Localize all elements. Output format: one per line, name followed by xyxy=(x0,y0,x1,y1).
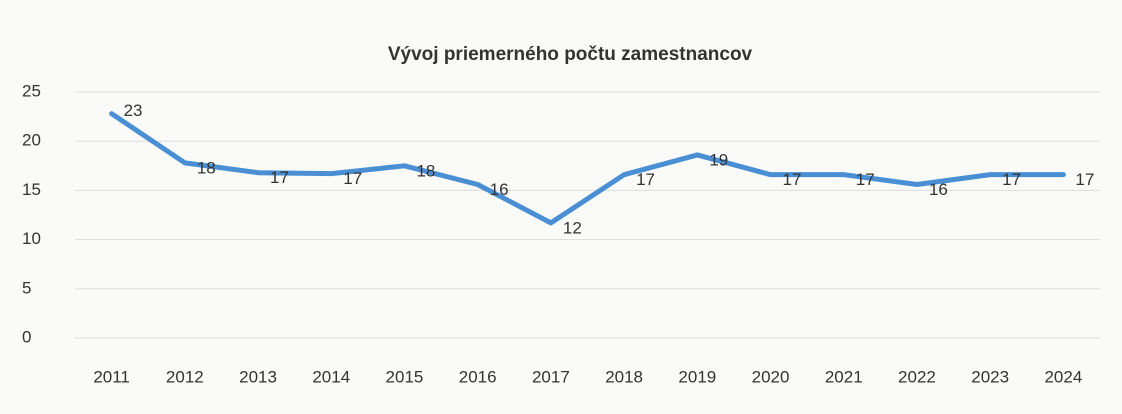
x-tick-label: 2020 xyxy=(752,367,790,386)
chart-title: Vývoj priemerného počtu zamestnancov xyxy=(388,44,753,65)
x-tick-label: 2015 xyxy=(386,367,424,386)
x-tick-label: 2011 xyxy=(93,367,130,386)
data-label: 17 xyxy=(1075,170,1094,189)
y-tick-label: 20 xyxy=(22,131,41,150)
data-label: 17 xyxy=(1002,170,1021,189)
y-tick-label: 15 xyxy=(22,180,41,199)
x-tick-label: 2018 xyxy=(605,367,643,386)
x-tick-label: 2017 xyxy=(532,367,570,386)
line xyxy=(109,111,1066,226)
data-label: 12 xyxy=(563,218,582,237)
x-tick-label: 2023 xyxy=(971,367,1009,386)
data-label: 18 xyxy=(416,161,435,180)
x-tick-label: 2019 xyxy=(678,367,716,386)
y-tick-label: 5 xyxy=(22,278,31,297)
y-tick-label: 10 xyxy=(22,229,41,248)
data-label: 18 xyxy=(197,158,216,177)
x-tick-label: 2024 xyxy=(1044,367,1082,386)
x-tick-label: 2014 xyxy=(312,367,350,386)
data-label: 17 xyxy=(783,170,802,189)
x-tick-label: 2013 xyxy=(239,367,277,386)
y-tick-label: 25 xyxy=(22,81,41,100)
data-label: 23 xyxy=(124,101,143,120)
data-label: 17 xyxy=(636,170,655,189)
data-label: 17 xyxy=(343,169,362,188)
x-tick-label: 2016 xyxy=(459,367,497,386)
data-label: 17 xyxy=(270,168,289,187)
data-label: 19 xyxy=(709,150,728,169)
x-tick-label: 2012 xyxy=(166,367,204,386)
data-label: 17 xyxy=(856,170,875,189)
data-label: 16 xyxy=(929,180,948,199)
x-tick-label: 2022 xyxy=(898,367,936,386)
x-tick-label: 2021 xyxy=(825,367,863,386)
y-tick-label: 0 xyxy=(22,327,31,346)
data-label: 16 xyxy=(490,180,509,199)
